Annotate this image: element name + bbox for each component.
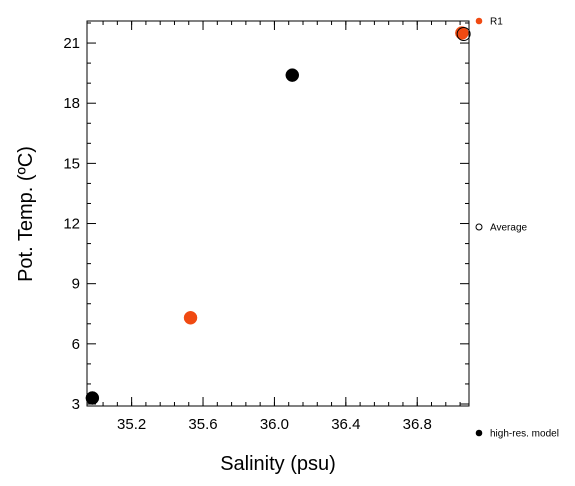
x-tick-label: 36.0 <box>260 416 289 433</box>
legend-marker <box>475 223 483 231</box>
y-axis-ticks: 3 6 9 12 15 18 21 <box>63 22 469 413</box>
data-points <box>85 26 471 405</box>
legend-label: R1 <box>490 17 503 28</box>
y-tick-label: 3 <box>72 396 80 413</box>
y-tick-label: 12 <box>63 216 80 233</box>
x-axis-title: Salinity (psu) <box>220 453 336 475</box>
y-axis-title: Pot. Temp. (ºC) <box>15 146 37 282</box>
plot-border <box>86 20 470 407</box>
data-point-high-res-model <box>285 68 300 82</box>
legend-marker <box>475 429 483 437</box>
legend-label: Average <box>490 223 528 234</box>
x-tick-label: 35.2 <box>117 416 146 433</box>
y-tick-label: 18 <box>63 95 80 112</box>
legend-label: high-res. model <box>490 429 559 440</box>
x-axis-ticks: 35.2 35.6 36.0 36.4 36.8 <box>102 21 461 433</box>
x-tick-label: 36.8 <box>403 416 432 433</box>
y-tick-label: 21 <box>63 35 80 52</box>
x-tick-label: 35.6 <box>188 416 217 433</box>
legend-marker <box>475 17 483 25</box>
data-point-average <box>456 27 471 42</box>
y-tick-label: 15 <box>63 155 80 172</box>
plot-frame <box>86 20 470 407</box>
legend: R1 Average high-res. model <box>475 17 559 440</box>
y-tick-label: 9 <box>72 276 80 293</box>
y-tick-label: 6 <box>72 336 80 353</box>
data-point-high-res-model <box>85 391 100 405</box>
data-point-r1 <box>183 311 198 325</box>
x-tick-label: 36.4 <box>331 416 360 433</box>
